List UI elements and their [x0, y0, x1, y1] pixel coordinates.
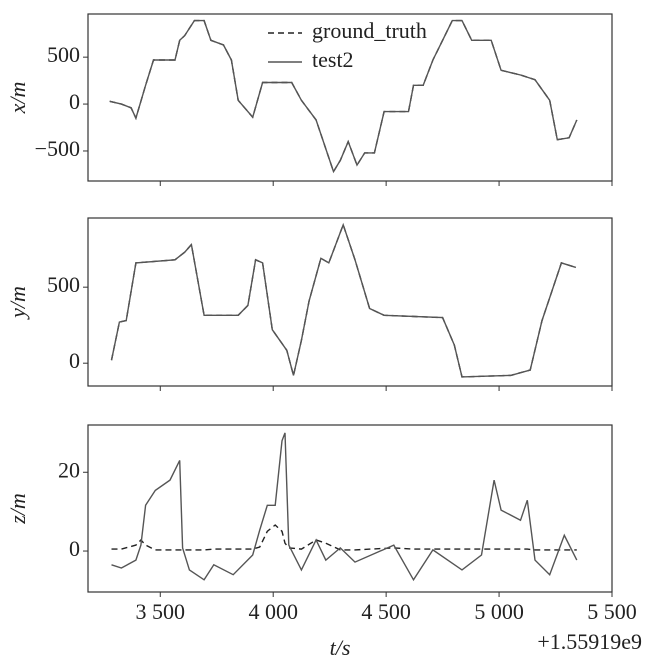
x-tick-label: 3 500 — [136, 599, 186, 624]
x-offset-label: +1.55919e9 — [537, 629, 642, 654]
x-tick-label: 5 500 — [587, 599, 637, 624]
y-tick-label: 0 — [69, 348, 80, 373]
series-line — [109, 19, 578, 174]
x-tick-label: 4 500 — [361, 599, 411, 624]
y-axis-label: y/m — [5, 286, 30, 320]
y-tick-label: 500 — [47, 272, 80, 297]
series-line — [110, 222, 577, 378]
y-tick-label: 0 — [69, 89, 80, 114]
series-line — [109, 19, 578, 174]
x-axis-label: t/s — [330, 635, 351, 660]
series-line — [111, 432, 578, 582]
plot-frame — [87, 217, 613, 387]
x-tick-label: 4 000 — [248, 599, 298, 624]
y-tick-label: 20 — [58, 457, 80, 482]
series-line — [110, 222, 577, 378]
legend-label: test2 — [312, 47, 354, 72]
y-axis-label: z/m — [5, 493, 30, 525]
x-tick-label: 5 000 — [474, 599, 524, 624]
y-tick-label: −500 — [35, 136, 80, 161]
y-tick-label: 0 — [69, 536, 80, 561]
y-axis-label: x/m — [5, 82, 30, 115]
plot-frame — [87, 13, 613, 182]
legend-label: ground_truth — [312, 18, 427, 43]
y-tick-label: 500 — [47, 42, 80, 67]
plot-frame — [87, 424, 613, 593]
series-line — [111, 524, 577, 551]
